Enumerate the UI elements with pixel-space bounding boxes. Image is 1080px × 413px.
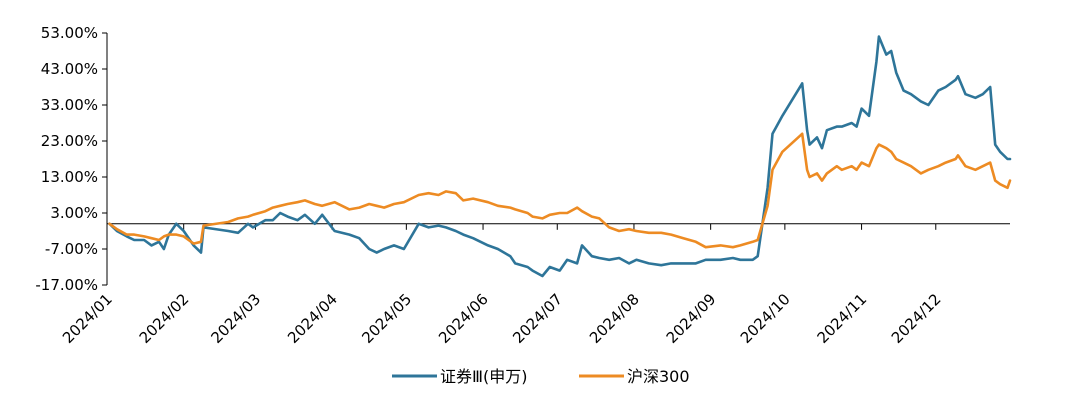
x-tick-label: 2024/12 (888, 290, 945, 347)
series-lines (108, 35, 1012, 278)
y-tick-label: 33.00% (41, 96, 98, 114)
x-tick-label: 2024/10 (737, 290, 794, 347)
y-tick-label: 3.00% (50, 204, 98, 222)
y-tick-label: 13.00% (41, 168, 98, 186)
x-tick-label: 2024/11 (814, 290, 871, 347)
x-tick-label: 2024/01 (59, 290, 116, 347)
series-line-1 (108, 132, 1012, 249)
legend: 证券Ⅲ(申万) 沪深300 (392, 367, 690, 386)
y-tick-label: 53.00% (41, 24, 98, 42)
x-tick-label: 2024/09 (663, 290, 720, 347)
y-tick-label: -7.00% (45, 240, 98, 258)
x-tick-label: 2024/05 (358, 290, 415, 347)
x-tick-label: 2024/04 (284, 290, 341, 347)
y-tick-label: 23.00% (41, 132, 98, 150)
x-tick-label: 2024/02 (136, 290, 193, 347)
series-line-0 (108, 35, 1012, 278)
x-tick-label: 2024/06 (435, 290, 492, 347)
legend-label-0: 证券Ⅲ(申万) (440, 367, 528, 386)
x-tick-label: 2024/03 (207, 290, 264, 347)
legend-label-1: 沪深300 (627, 367, 690, 386)
x-tick-label: 2024/07 (509, 290, 566, 347)
x-tick-label: 2024/08 (586, 290, 643, 347)
y-tick-label: 43.00% (41, 60, 98, 78)
y-tick-label: -17.00% (35, 276, 98, 294)
y-axis: 53.00% 43.00% 33.00% 23.00% 13.00% 3.00% -7.00… (35, 24, 108, 294)
